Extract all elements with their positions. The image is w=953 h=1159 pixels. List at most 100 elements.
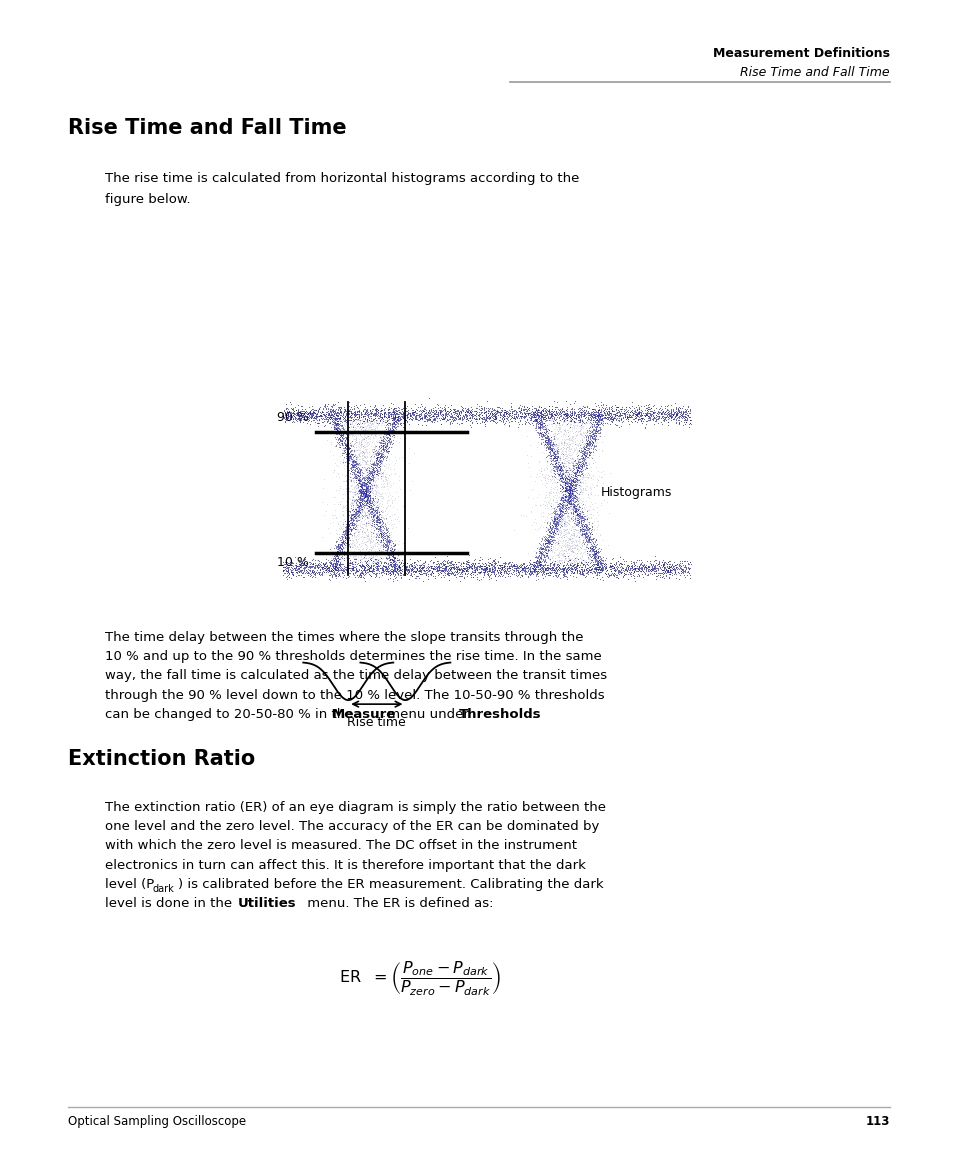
- Point: [319, 557, 335, 576]
- Point: [383, 535, 398, 554]
- Point: [353, 495, 368, 513]
- Point: [364, 517, 379, 535]
- Point: [342, 538, 357, 556]
- Point: [552, 505, 567, 524]
- Point: [531, 542, 546, 561]
- Point: [562, 487, 578, 505]
- Point: [564, 554, 579, 573]
- Point: [570, 475, 585, 494]
- Point: [581, 523, 597, 541]
- Point: [558, 494, 573, 512]
- Point: [331, 557, 346, 576]
- Point: [386, 540, 401, 559]
- Point: [556, 433, 571, 452]
- Point: [361, 454, 376, 473]
- Point: [359, 476, 375, 495]
- Point: [551, 414, 566, 432]
- Point: [360, 560, 375, 578]
- Point: [362, 478, 377, 496]
- Point: [587, 409, 602, 428]
- Point: [332, 549, 347, 568]
- Point: [564, 489, 579, 508]
- Point: [382, 549, 397, 568]
- Point: [454, 562, 469, 581]
- Point: [351, 454, 366, 473]
- Point: [545, 458, 560, 476]
- Point: [531, 534, 546, 553]
- Point: [570, 497, 585, 516]
- Point: [350, 561, 365, 580]
- Point: [673, 399, 688, 417]
- Point: [543, 460, 558, 479]
- Point: [426, 403, 441, 422]
- Point: [354, 469, 369, 488]
- Point: [527, 548, 542, 567]
- Point: [387, 402, 402, 421]
- Point: [572, 418, 587, 437]
- Point: [373, 436, 388, 454]
- Point: [531, 542, 546, 561]
- Point: [586, 408, 601, 427]
- Point: [368, 452, 383, 471]
- Point: [359, 444, 375, 462]
- Point: [560, 476, 576, 495]
- Point: [345, 495, 360, 513]
- Point: [313, 399, 328, 417]
- Point: [374, 431, 389, 450]
- Point: [383, 506, 398, 525]
- Point: [555, 520, 570, 539]
- Point: [568, 464, 583, 482]
- Point: [382, 479, 397, 497]
- Point: [532, 553, 547, 571]
- Point: [355, 501, 370, 519]
- Point: [374, 501, 389, 519]
- Point: [365, 414, 380, 432]
- Point: [637, 559, 652, 577]
- Point: [299, 408, 314, 427]
- Point: [575, 519, 590, 538]
- Point: [353, 498, 368, 517]
- Point: [375, 471, 391, 489]
- Point: [566, 560, 581, 578]
- Point: [354, 478, 369, 496]
- Point: [541, 435, 557, 453]
- Point: [375, 462, 391, 481]
- Point: [339, 450, 355, 468]
- Point: [363, 406, 378, 424]
- Point: [338, 547, 354, 566]
- Point: [553, 502, 568, 520]
- Point: [539, 408, 555, 427]
- Point: [581, 530, 597, 548]
- Point: [581, 527, 597, 546]
- Point: [577, 444, 592, 462]
- Point: [537, 493, 553, 511]
- Point: [344, 501, 359, 519]
- Point: [563, 503, 578, 522]
- Point: [434, 563, 449, 582]
- Point: [307, 403, 322, 422]
- Point: [343, 496, 358, 515]
- Point: [576, 404, 591, 423]
- Point: [590, 554, 605, 573]
- Point: [573, 539, 588, 557]
- Point: [538, 518, 554, 537]
- Point: [578, 525, 594, 544]
- Point: [385, 420, 400, 438]
- Point: [351, 508, 366, 526]
- Point: [568, 516, 583, 534]
- Point: [317, 409, 333, 428]
- Point: [582, 444, 598, 462]
- Point: [326, 544, 341, 562]
- Point: [371, 466, 386, 484]
- Point: [577, 526, 592, 545]
- Point: [371, 453, 386, 472]
- Point: [380, 544, 395, 562]
- Point: [551, 510, 566, 529]
- Point: [568, 516, 583, 534]
- Point: [582, 449, 598, 467]
- Point: [380, 524, 395, 542]
- Point: [395, 404, 411, 423]
- Point: [579, 553, 595, 571]
- Point: [375, 449, 390, 467]
- Point: [358, 505, 374, 524]
